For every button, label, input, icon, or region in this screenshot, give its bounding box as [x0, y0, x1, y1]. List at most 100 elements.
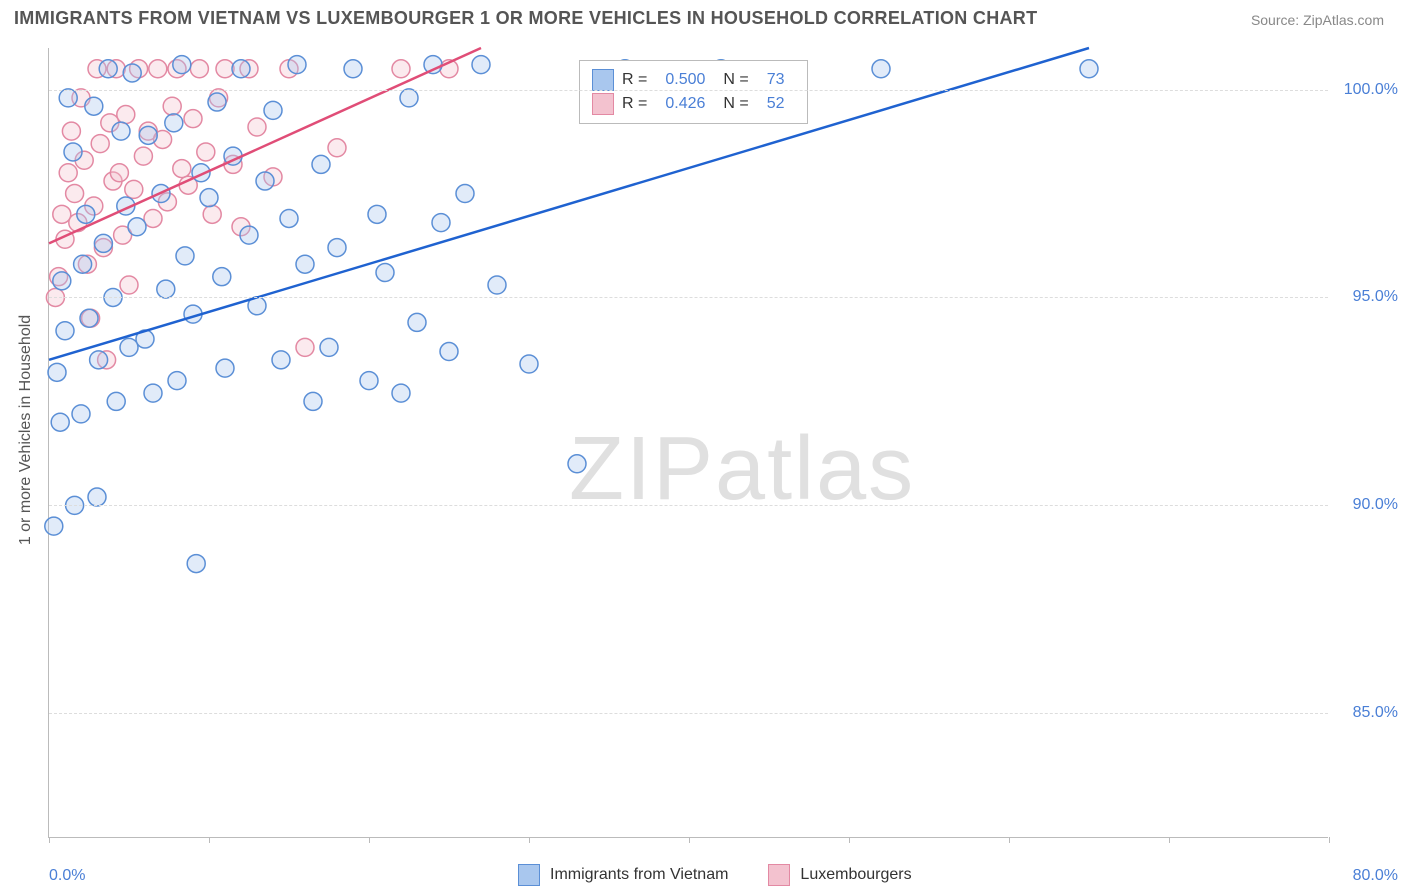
x-tick [1329, 837, 1330, 843]
source-value: ZipAtlas.com [1303, 12, 1384, 28]
data-point [51, 413, 69, 431]
data-point [288, 56, 306, 74]
data-point [472, 56, 490, 74]
data-point [139, 126, 157, 144]
data-point [168, 372, 186, 390]
data-point [216, 359, 234, 377]
chart-svg [49, 48, 1328, 837]
y-tick-label: 95.0% [1338, 288, 1398, 306]
data-point [94, 234, 112, 252]
stat-n-value: 73 [757, 71, 795, 89]
data-point [440, 343, 458, 361]
legend-item: Immigrants from Vietnam [518, 864, 728, 886]
data-point [176, 247, 194, 265]
data-point [248, 118, 266, 136]
gridline [49, 713, 1328, 714]
data-point [408, 313, 426, 331]
data-point [112, 122, 130, 140]
data-point [456, 185, 474, 203]
data-point [53, 272, 71, 290]
data-point [120, 276, 138, 294]
data-point [125, 180, 143, 198]
legend-label: Luxembourgers [800, 866, 911, 884]
stat-n-value: 52 [757, 95, 795, 113]
legend-item: Luxembourgers [768, 864, 911, 886]
data-point [568, 455, 586, 473]
data-point [368, 205, 386, 223]
scatter-plot-area: ZIPatlas R = 0.500N = 73R = 0.426N = 52 … [48, 48, 1328, 838]
data-point [59, 164, 77, 182]
stat-n-label: N = [723, 95, 748, 113]
data-point [77, 205, 95, 223]
stat-r-value: 0.426 [655, 95, 715, 113]
data-point [99, 60, 117, 78]
gridline [49, 505, 1328, 506]
data-point [1080, 60, 1098, 78]
x-tick-label: 80.0% [1353, 867, 1398, 885]
data-point [165, 114, 183, 132]
data-point [344, 60, 362, 78]
data-point [232, 60, 250, 78]
x-tick [849, 837, 850, 843]
data-point [187, 555, 205, 573]
data-point [208, 93, 226, 111]
data-point [128, 218, 146, 236]
data-point [80, 309, 98, 327]
data-point [184, 110, 202, 128]
x-tick [369, 837, 370, 843]
legend-label: Immigrants from Vietnam [550, 866, 728, 884]
data-point [157, 280, 175, 298]
legend-swatch [592, 93, 614, 115]
data-point [197, 143, 215, 161]
legend-stats-box: R = 0.500 N = 73 R = 0.426 N = 52 [579, 60, 808, 124]
x-tick [209, 837, 210, 843]
stat-n-label: N = [723, 71, 748, 89]
x-tick [529, 837, 530, 843]
data-point [91, 135, 109, 153]
legend-swatch [592, 69, 614, 91]
gridline [49, 297, 1328, 298]
data-point [74, 255, 92, 273]
data-point [48, 363, 66, 381]
data-point [376, 264, 394, 282]
data-point [264, 101, 282, 119]
data-point [64, 143, 82, 161]
data-point [240, 226, 258, 244]
data-point [432, 214, 450, 232]
data-point [392, 384, 410, 402]
source-label: Source: [1251, 12, 1303, 28]
data-point [123, 64, 141, 82]
y-tick-label: 90.0% [1338, 496, 1398, 514]
data-point [328, 239, 346, 257]
data-point [304, 392, 322, 410]
x-tick [1169, 837, 1170, 843]
data-point [45, 517, 63, 535]
data-point [190, 60, 208, 78]
chart-title: IMMIGRANTS FROM VIETNAM VS LUXEMBOURGER … [14, 8, 1037, 29]
data-point [203, 205, 221, 223]
stat-r-value: 0.500 [655, 71, 715, 89]
data-point [85, 97, 103, 115]
data-point [400, 89, 418, 107]
y-axis-title: 1 or more Vehicles in Household [17, 315, 35, 545]
data-point [173, 160, 191, 178]
data-point [88, 488, 106, 506]
data-point [134, 147, 152, 165]
data-point [392, 60, 410, 78]
data-point [173, 56, 191, 74]
legend-swatch [518, 864, 540, 886]
x-tick-label: 0.0% [49, 867, 85, 885]
data-point [256, 172, 274, 190]
gridline [49, 90, 1328, 91]
legend-stats-row: R = 0.426 N = 52 [592, 93, 795, 115]
data-point [200, 189, 218, 207]
data-point [328, 139, 346, 157]
y-tick-label: 100.0% [1338, 81, 1398, 99]
data-point [280, 209, 298, 227]
x-tick [49, 837, 50, 843]
data-point [66, 185, 84, 203]
data-point [56, 322, 74, 340]
x-tick [1009, 837, 1010, 843]
data-point [320, 338, 338, 356]
stat-r-label: R = [622, 95, 647, 113]
